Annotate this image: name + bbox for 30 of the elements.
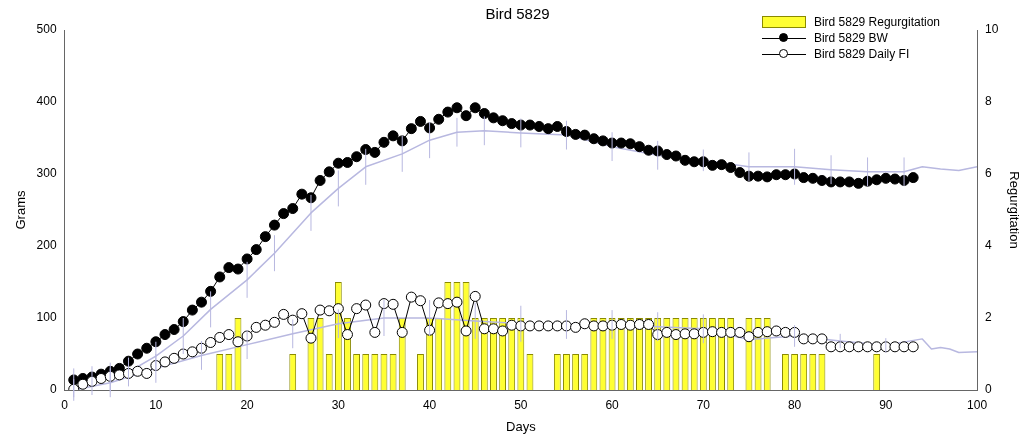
x-tick-label: 60 [605, 397, 620, 412]
y-tick-label: 400 [36, 94, 57, 109]
y-tick-label: 500 [36, 22, 57, 37]
x-tick-label: 50 [514, 397, 528, 412]
x-tick-label: 40 [422, 397, 437, 412]
x-tick-label: 30 [331, 397, 346, 412]
y2-tick-label: 6 [985, 166, 993, 181]
legend-label: Bird 5829 Regurgitation [813, 14, 940, 30]
y2-axis-title: Regurgitation [1006, 171, 1022, 249]
legend-label: Bird 5829 BW [813, 30, 888, 46]
y-tick-label: 200 [36, 238, 57, 253]
x-tick-label: 70 [696, 397, 711, 412]
y-tick-label: 100 [36, 310, 57, 325]
x-tick-label: 90 [879, 397, 893, 412]
x-tick-label: 100 [967, 397, 988, 412]
chart-title: Bird 5829 [485, 5, 550, 23]
y-tick-label: 0 [49, 382, 57, 397]
y2-tick-label: 4 [985, 238, 993, 253]
x-tick-label: 10 [149, 397, 163, 412]
y-axis-title: Grams [13, 190, 29, 230]
y2-tick-label: 8 [985, 94, 993, 109]
legend-label: Bird 5829 Daily FI [813, 46, 910, 62]
y2-tick-label: 10 [985, 22, 999, 37]
y2-tick-label: 0 [985, 382, 993, 397]
x-axis-title: Days [506, 418, 537, 434]
y2-tick-label: 2 [985, 310, 993, 325]
y-tick-label: 300 [36, 166, 57, 181]
x-tick-label: 0 [61, 397, 69, 412]
x-tick-label: 20 [240, 397, 255, 412]
x-tick-label: 80 [787, 397, 802, 412]
